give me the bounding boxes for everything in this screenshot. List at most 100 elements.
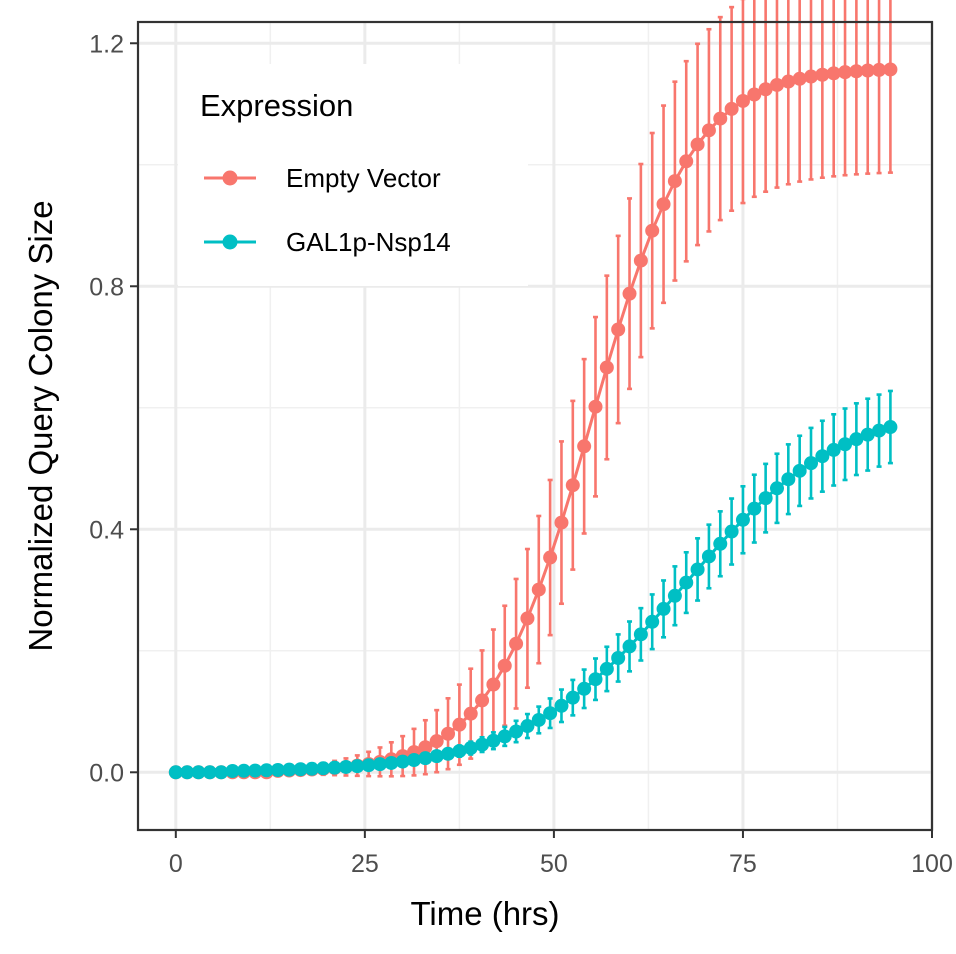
gal1p-nsp14-point [180,765,195,780]
gal1p-nsp14-point [792,463,807,478]
empty-vector-point [838,65,853,80]
gal1p-nsp14-point [588,672,603,687]
empty-vector-point [463,706,478,721]
gal1p-nsp14-point [860,427,875,442]
empty-vector-point [520,611,535,626]
y-tick-label: 0.4 [89,516,124,544]
gal1p-nsp14-point [168,765,183,780]
gal1p-nsp14-point [418,751,433,766]
gal1p-nsp14-point [202,765,217,780]
gal1p-nsp14-point [838,437,853,452]
empty-vector-point [883,62,898,77]
empty-vector-point [724,101,739,116]
empty-vector-point [815,67,830,82]
gal1p-nsp14-point [872,423,887,438]
gal1p-nsp14-point [248,763,263,778]
y-tick-label: 1.2 [89,30,124,58]
gal1p-nsp14-point [667,588,682,603]
gal1p-nsp14-point [395,754,410,769]
gal1p-nsp14-point [565,690,580,705]
series-points [168,62,898,780]
gal1p-nsp14-point [520,719,535,734]
gal1p-nsp14-point [543,706,558,721]
gal1p-nsp14-point [679,575,694,590]
legend-entry-empty-vector: Empty Vector [204,163,441,193]
empty-vector-point [792,71,807,86]
empty-vector-point [554,515,569,530]
gal1p-nsp14-point [656,601,671,616]
empty-vector-point [441,726,456,741]
y-tick-label: 0.8 [89,273,124,301]
gal1p-nsp14-point [735,512,750,527]
empty-vector-point [690,137,705,152]
gal1p-nsp14-point [724,524,739,539]
empty-vector-point [509,636,524,651]
gal1p-nsp14-point [486,733,501,748]
legend-entry-gal1p-nsp14: GAL1p-Nsp14 [204,227,451,257]
gal1p-nsp14-point [282,762,297,777]
empty-vector-point [804,69,819,84]
empty-vector-point [747,87,762,102]
legend-title: Expression [200,88,353,123]
gal1p-nsp14-point [599,661,614,676]
empty-vector-point [781,74,796,89]
empty-vector-point [872,62,887,77]
empty-vector-point [679,154,694,169]
gal1p-nsp14-point [191,765,206,780]
empty-vector-point [667,174,682,189]
empty-vector-point [531,582,546,597]
empty-vector-point [633,253,648,268]
x-axis-title: Time (hrs) [410,895,559,932]
gal1p-nsp14-point [883,420,898,435]
empty-vector-point [565,478,580,493]
empty-vector-point [769,77,784,92]
gal1p-nsp14-point [826,442,841,457]
empty-vector-point [452,717,467,732]
empty-vector-point [588,399,603,414]
empty-vector-point [645,223,660,238]
gal1p-nsp14-point [577,681,592,696]
gal1p-nsp14-point [531,712,546,727]
empty-vector-point [713,111,728,126]
gal1p-nsp14-point [713,536,728,551]
empty-vector-point [735,93,750,108]
gal1p-nsp14-point [441,746,456,761]
empty-vector-point [849,64,864,79]
gal1p-nsp14-point [236,763,251,778]
gal1p-nsp14-point [463,741,478,756]
gal1p-nsp14-point [815,449,830,464]
gal1p-nsp14-point [758,491,773,506]
gal1p-nsp14-point [293,762,308,777]
gal1p-nsp14-point [769,481,784,496]
x-tick-label: 50 [540,850,568,878]
x-tick-label: 100 [911,850,953,878]
x-tick-label: 25 [351,850,379,878]
gal1p-nsp14-point [497,729,512,744]
gal1p-nsp14-point [452,744,467,759]
gal1p-nsp14-point [781,472,796,487]
gal1p-nsp14-point [384,755,399,770]
empty-vector-point [429,734,444,749]
empty-vector-point [418,740,433,755]
plot-border [136,20,934,832]
gal1p-nsp14-point [304,761,319,776]
axes: 0 25 50 75 100 0.0 0.4 0.8 1.2 [89,30,953,878]
empty-vector-point [599,360,614,375]
gal1p-nsp14-point [804,456,819,471]
legend: Expression Empty Vector GAL1p-Nsp14 [178,64,528,286]
gal1p-nsp14-point [259,763,274,778]
gal1p-nsp14-point [316,761,331,776]
empty-vector-point [758,82,773,97]
y-axis-title: Normalized Query Colony Size [22,200,59,651]
empty-vector-point [543,550,558,565]
gal1p-nsp14-point [849,432,864,447]
gal1p-nsp14-point [690,562,705,577]
legend-key-point [222,234,238,250]
empty-vector-point [611,322,626,337]
gal1p-nsp14-point [622,639,637,654]
gal1p-nsp14-point [701,549,716,564]
x-tick-label: 0 [169,850,183,878]
x-tick-label: 75 [729,850,757,878]
legend-key-point [222,170,238,186]
